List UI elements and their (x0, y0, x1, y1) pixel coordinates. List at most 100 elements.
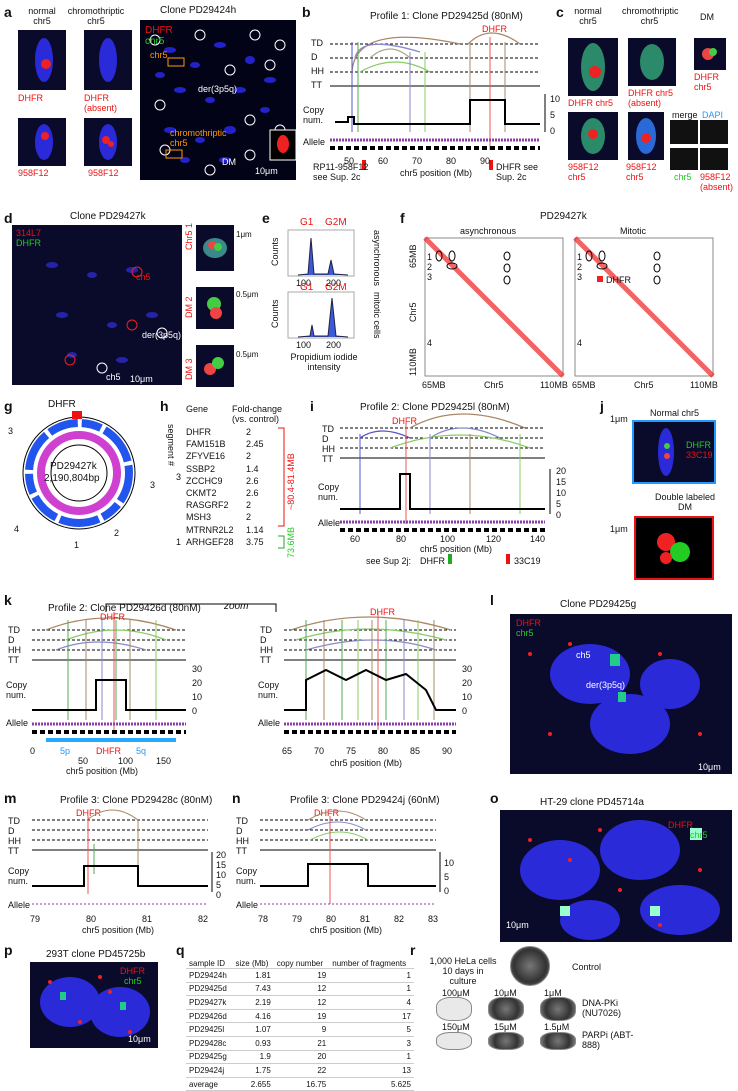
g-seg-4: 4 (14, 524, 20, 534)
n-xt-81: 81 (360, 914, 371, 924)
f-hic-maps (423, 236, 715, 378)
e-mitotic-label: mitotic cells (372, 292, 382, 339)
h-gene-name: ZCCHC9 (186, 475, 223, 486)
c-dhfr-chr5-label: DHFR chr5 (568, 98, 614, 108)
q-table-cell: 12 (273, 982, 330, 997)
k-yt-30r: 30 (462, 664, 473, 674)
n-xt-82: 82 (394, 914, 405, 924)
g-seg-3a: 3 (8, 426, 14, 436)
panel-f-label: f (400, 210, 405, 226)
i-tt: TT (322, 454, 333, 464)
h-gene-row: RASGRF2 2 (186, 499, 276, 511)
k-yt-0r: 0 (462, 706, 468, 716)
q-table-cell: PD29425l (186, 1022, 233, 1037)
r-dish-b1 (436, 1032, 472, 1050)
k-xt-90: 90 (442, 746, 453, 756)
n-profile-plot (260, 810, 441, 905)
a-dhfr-overlay: DHFR (145, 25, 173, 36)
g-seg-3b: 3 (150, 480, 156, 490)
q-table-cell: 4.16 (232, 1009, 274, 1024)
k-xt-85: 85 (410, 746, 421, 756)
h-seg-label: segment # (166, 424, 176, 467)
d-scale-3: 0.5μm (236, 350, 259, 359)
a-958f12-normal-image (18, 118, 66, 166)
i-xtick-80: 80 (396, 534, 407, 544)
l-image (510, 614, 732, 774)
panel-d-label: d (4, 210, 13, 226)
i-xtick-140: 140 (530, 534, 546, 544)
l-dhfr-label: DHFR (516, 618, 541, 628)
m-copy-label: Copy num. (8, 866, 30, 886)
r-control-label: Control (572, 962, 602, 972)
h-range2: 73.6MB (286, 526, 296, 558)
d-side-3: DM 3 (184, 358, 194, 380)
f-title: PD29427k (540, 211, 587, 222)
b-rp11-label: RP11-958F12 (313, 162, 369, 172)
n-td: TD (236, 816, 248, 826)
p-scale-label: 10μm (128, 1034, 151, 1044)
f-xtick-65b: 65MB (572, 380, 596, 390)
h-gene-row: MTRNR2L2 1.14 (186, 524, 276, 536)
a-958f12-label-1: 958F12 (18, 168, 49, 178)
r-drug1: DNA-PKi (NU7026) (582, 998, 622, 1018)
o-image (500, 810, 732, 942)
h-gene-fold: 2 (246, 427, 252, 437)
d-metaphase-image (12, 225, 182, 385)
q-table-cell: 12 (273, 995, 330, 1010)
c-dm-image (694, 38, 726, 70)
r-dish-a1 (436, 997, 472, 1021)
k-allele-label: Allele (6, 718, 29, 728)
q-table-cell: PD29424h (186, 968, 233, 983)
q-table-cell: 19 (273, 1009, 330, 1024)
d-scale-2: 0.5μm (236, 290, 259, 299)
i-td: TD (322, 424, 334, 434)
c-dapi-label: DAPI (702, 110, 724, 120)
n-xt-80: 80 (326, 914, 337, 924)
q-table-cell: PD29425g (186, 1050, 233, 1065)
panel-b-label: b (302, 4, 311, 20)
i-ytick-0: 0 (556, 510, 562, 520)
q-summary-table: sample ID size (Mb) copy number number of f… (186, 946, 414, 1091)
k-hh: HH (8, 645, 21, 655)
i-allele-label: Allele (318, 518, 341, 528)
d-dhfr-label: DHFR (16, 238, 41, 248)
b-track-hh: HH (311, 66, 324, 76)
b-xtick-70: 70 (412, 156, 423, 166)
panel-n-label: n (232, 790, 241, 806)
b-allele-label: Allele (303, 137, 326, 147)
c-958f12-chr5-label-2: 958F12 chr5 (626, 162, 657, 182)
e-async-label: asynchronous (372, 230, 382, 287)
b-track-td: TD (311, 38, 323, 48)
a-dhfr-absent-label: DHFR (absent) (84, 93, 118, 113)
h-gene-fold: 2.6 (246, 475, 259, 486)
i-ytick-15: 15 (556, 477, 567, 487)
i-see-label: see Sup 2j: (366, 556, 412, 566)
a-chr5-box-label: chr5 (150, 50, 168, 60)
r-c1-1: 10μM (494, 988, 517, 998)
c-chromothriptic-title: chromothriptic chr5 (622, 6, 679, 26)
q-table-cell: 19 (273, 968, 330, 983)
h-gene-name: CKMT2 (186, 488, 217, 499)
m-yt-5: 5 (216, 880, 222, 890)
i-xlabel: chr5 position (Mb) (420, 544, 493, 554)
k-xt-50: 50 (78, 756, 89, 766)
h-gene-name: MTRNR2L2 (186, 524, 234, 535)
o-chr5-label: chr5 (690, 830, 708, 840)
b-xtick-60: 60 (378, 156, 389, 166)
m-td: TD (8, 816, 20, 826)
k-d: D (8, 635, 15, 645)
panel-m-label: m (4, 790, 17, 806)
k-5p: 5p (60, 746, 71, 756)
h-gene-name: MSH3 (186, 512, 212, 523)
a-metaphase-spread (149, 29, 296, 176)
e-tick-100a: 100 (296, 278, 312, 288)
k-xlabel-r: chr5 position (Mb) (330, 758, 403, 768)
d-side-2: DM 2 (184, 296, 194, 318)
f-y110: 110MB (408, 348, 418, 376)
a-metaphase-image (140, 20, 296, 180)
j-normal-title: Normal chr5 (650, 408, 700, 418)
f-dhfr-label: DHFR (606, 275, 631, 285)
k-title: Profile 2: Clone PD29426d (80nM) (48, 603, 201, 614)
q-table-cell: 2.19 (232, 995, 274, 1010)
h-gene-fold: 1.4 (246, 463, 259, 474)
